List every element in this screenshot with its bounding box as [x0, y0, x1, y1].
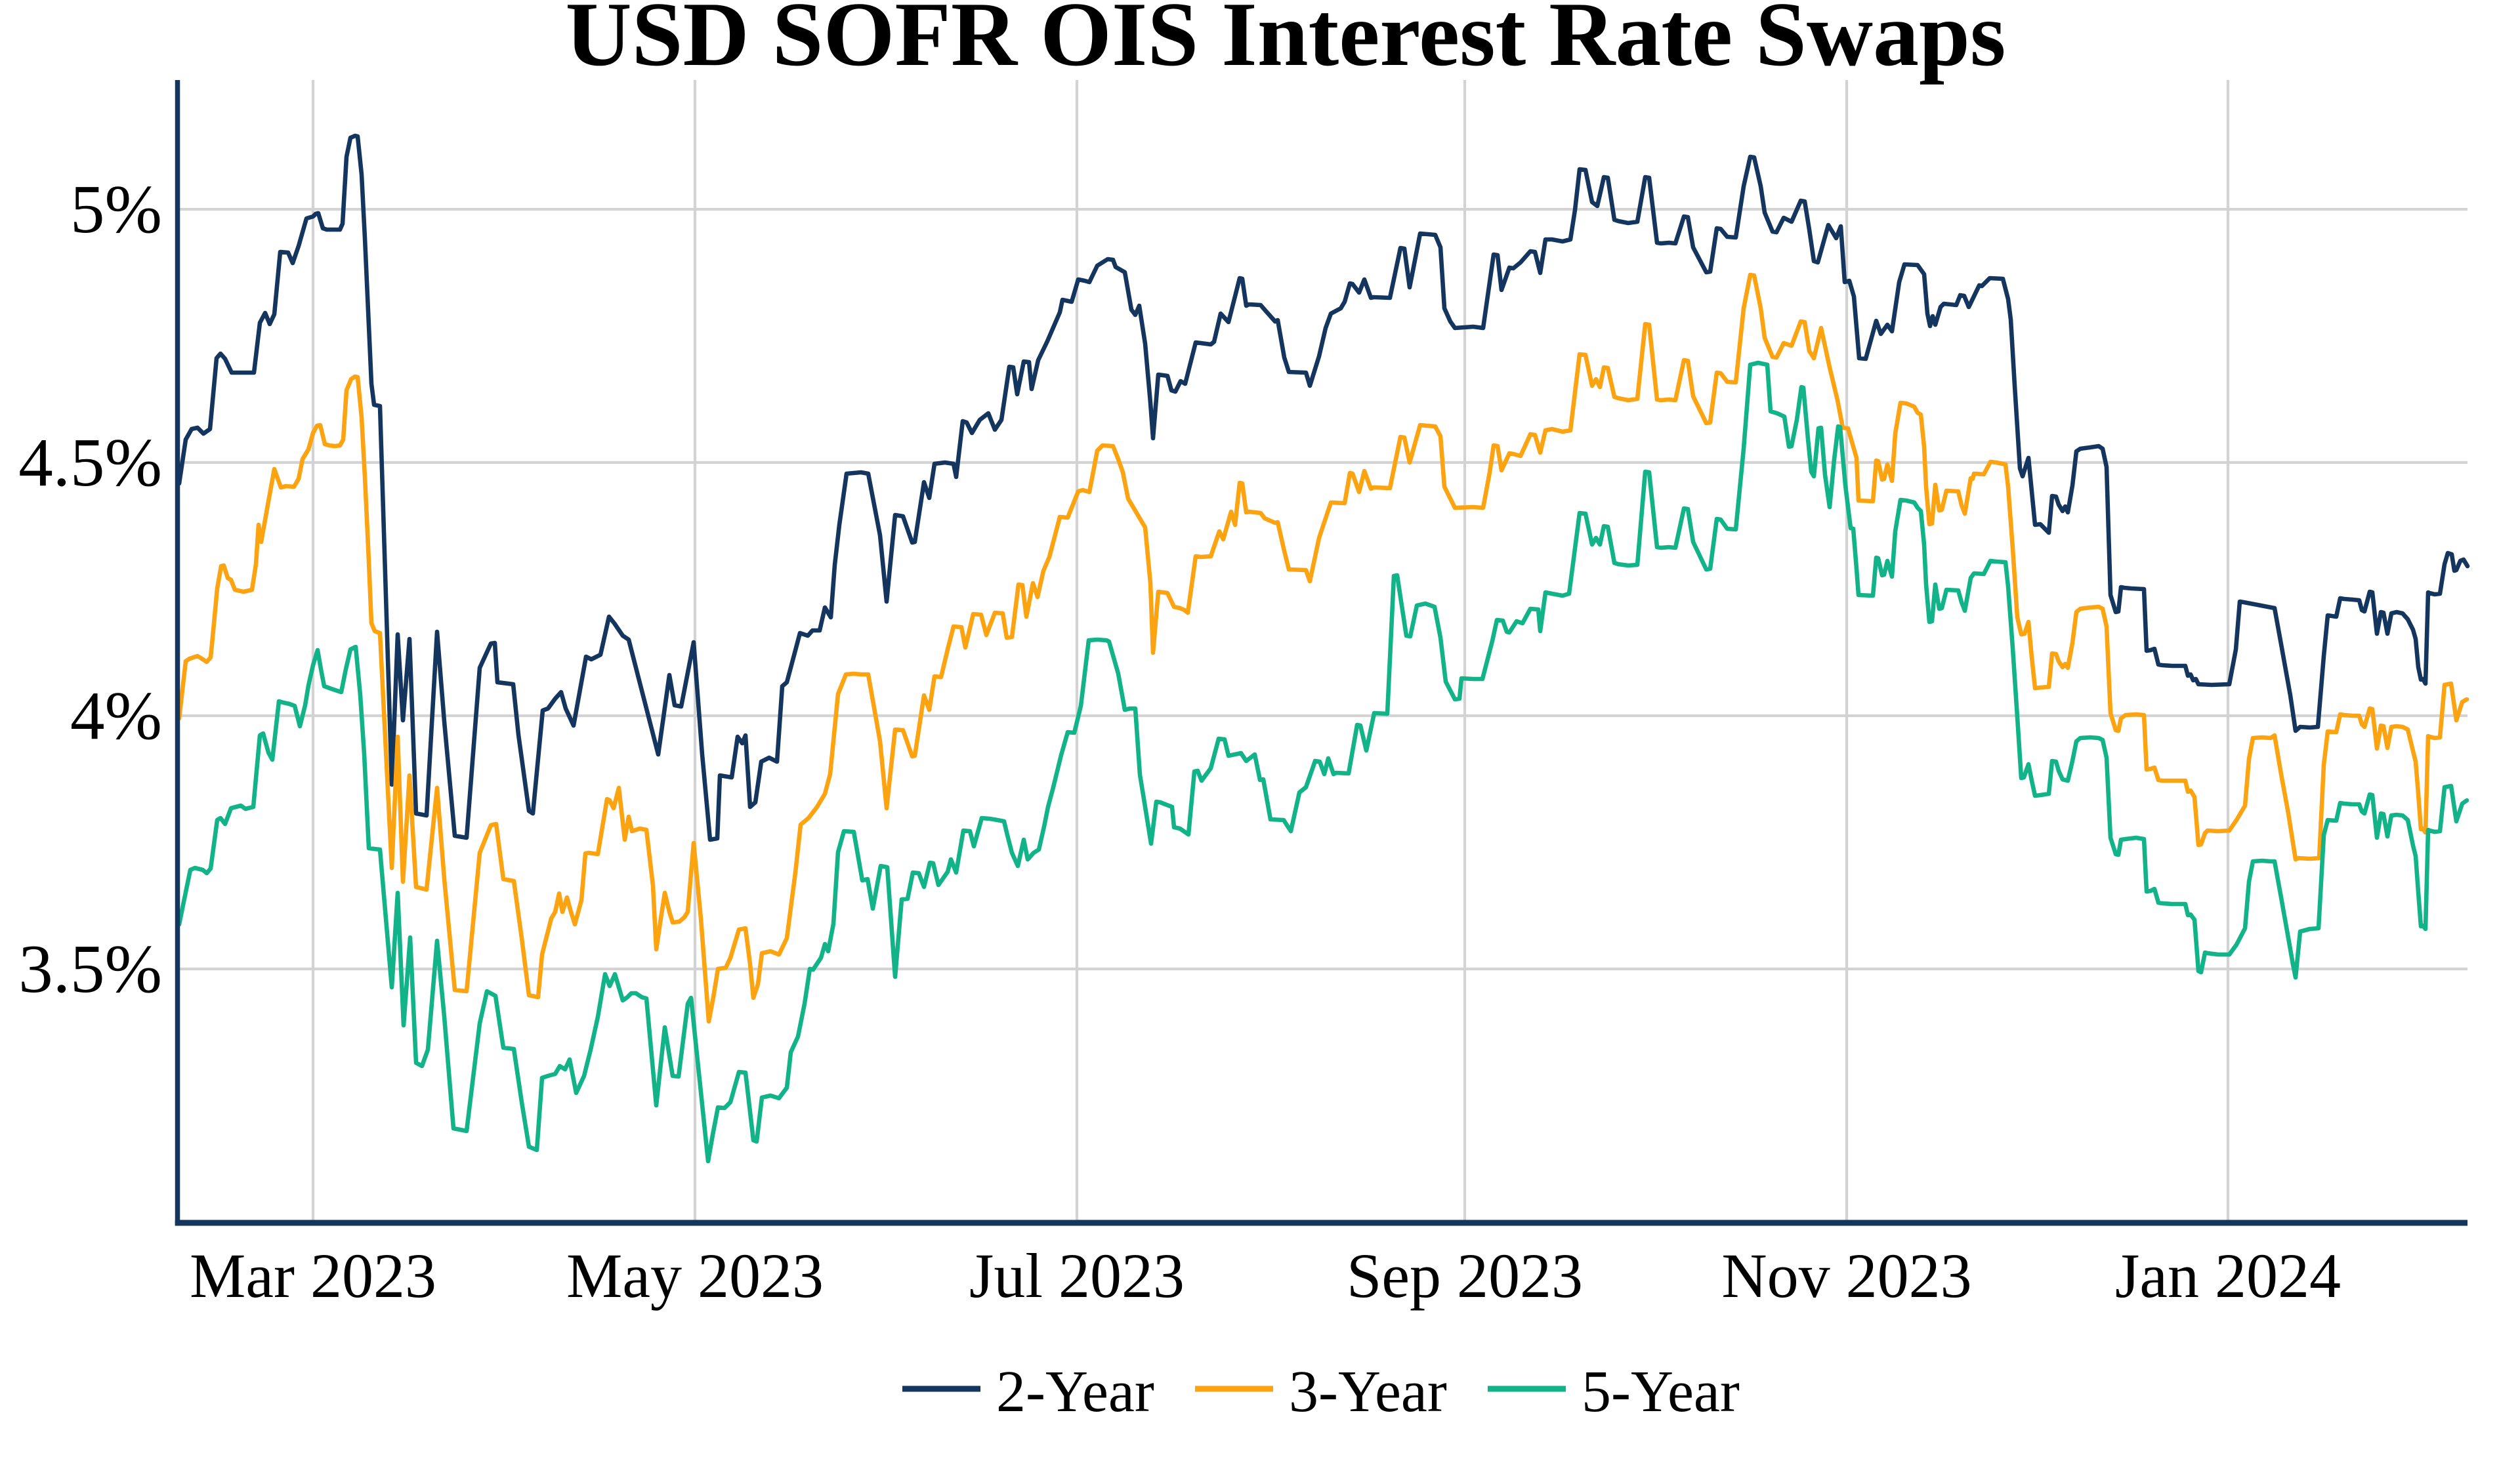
svg-text:Jul 2023: Jul 2023 — [969, 1241, 1185, 1311]
svg-text:USD SOFR OIS Interest Rate Swa: USD SOFR OIS Interest Rate Swaps — [566, 0, 2006, 85]
svg-text:5-Year: 5-Year — [1582, 1359, 1740, 1424]
svg-text:3-Year: 3-Year — [1289, 1359, 1447, 1424]
svg-text:4.5%: 4.5% — [18, 424, 162, 501]
svg-text:Jan 2024: Jan 2024 — [2115, 1241, 2341, 1311]
svg-text:Mar 2023: Mar 2023 — [190, 1241, 436, 1311]
svg-text:5%: 5% — [70, 171, 162, 247]
svg-text:Nov 2023: Nov 2023 — [1721, 1241, 1971, 1311]
svg-text:3.5%: 3.5% — [18, 930, 162, 1007]
svg-text:Sep 2023: Sep 2023 — [1347, 1241, 1583, 1311]
svg-text:May 2023: May 2023 — [566, 1241, 824, 1311]
svg-text:4%: 4% — [70, 677, 162, 754]
svg-text:2-Year: 2-Year — [996, 1359, 1154, 1424]
